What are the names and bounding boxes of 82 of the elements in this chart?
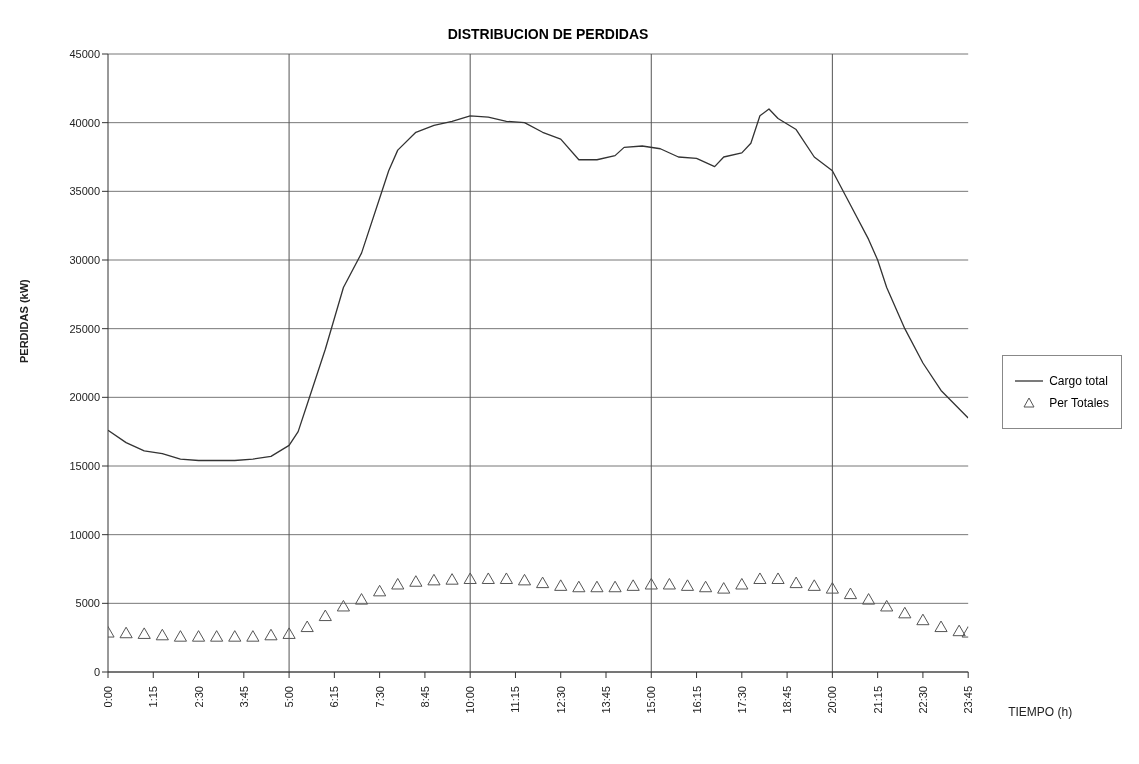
x-tick-label: 0:00 <box>102 686 114 708</box>
point <box>155 628 169 641</box>
point <box>282 627 296 639</box>
x-tick-label: 11:15 <box>509 686 522 713</box>
point <box>590 580 604 593</box>
point <box>753 572 767 584</box>
y-tick-label: 5000 <box>75 597 100 610</box>
point <box>499 572 513 584</box>
point <box>517 573 532 586</box>
point <box>644 577 658 590</box>
point <box>608 580 622 593</box>
x-tick-label: 13:45 <box>600 686 612 714</box>
x-axis-title: TIEMPO (h) <box>1008 705 1073 720</box>
y-tick-label: 0 <box>93 666 100 678</box>
x-tick-label: 10:00 <box>464 686 477 714</box>
point <box>843 587 858 600</box>
x-tick-label: 23:45 <box>962 686 975 714</box>
x-tick-label: 22:30 <box>916 686 929 714</box>
x-tick-label: 15:00 <box>645 686 658 714</box>
point <box>137 627 151 639</box>
point <box>300 620 314 633</box>
point <box>572 580 586 593</box>
x-tick-label: 2:30 <box>192 686 205 708</box>
point <box>228 630 242 642</box>
y-tick-label: 40000 <box>69 116 100 129</box>
point <box>173 630 188 642</box>
point <box>862 593 876 605</box>
y-tick-label: 10000 <box>69 528 100 541</box>
x-tick-label: 20:00 <box>826 686 839 714</box>
point <box>481 572 495 584</box>
point <box>699 580 713 593</box>
point <box>934 620 948 633</box>
point <box>825 582 839 594</box>
x-tick-label: 8:45 <box>418 686 431 708</box>
y-tick-label: 35000 <box>69 185 100 198</box>
point <box>626 579 640 591</box>
point <box>680 579 695 591</box>
y-axis-title: PERDIDAS (kW) <box>17 278 30 363</box>
point <box>336 599 350 612</box>
point <box>246 630 260 642</box>
point <box>717 582 731 594</box>
x-tick-label: 18:45 <box>781 686 794 714</box>
point <box>952 624 966 637</box>
point <box>210 630 224 642</box>
chart-title: DISTRIBUCION DE PERDIDAS <box>446 26 650 42</box>
point <box>898 606 912 619</box>
legend-label: Cargo total <box>1049 374 1108 388</box>
point <box>264 628 278 641</box>
point <box>391 577 405 590</box>
point <box>807 579 821 591</box>
x-tick-label: 5:00 <box>283 686 296 708</box>
point <box>735 577 749 590</box>
point <box>191 630 206 642</box>
x-tick-label: 16:15 <box>690 686 703 714</box>
x-tick-label: 7:30 <box>373 686 386 708</box>
y-tick-label: 30000 <box>69 254 100 266</box>
x-tick-label: 6:15 <box>328 686 341 708</box>
y-tick-label: 20000 <box>69 391 100 404</box>
y-tick-label: 25000 <box>69 322 100 335</box>
point <box>536 576 550 589</box>
x-tick-label: 17:30 <box>735 686 748 714</box>
y-tick-label: 45000 <box>69 48 100 60</box>
x-tick-label: 1:15 <box>147 686 160 708</box>
point <box>373 584 387 597</box>
y-tick-label: 15000 <box>69 460 100 472</box>
x-tick-label: 21:15 <box>871 686 884 714</box>
point <box>409 575 423 587</box>
point <box>771 572 785 584</box>
point <box>427 573 441 586</box>
point <box>354 593 369 605</box>
point <box>463 572 477 584</box>
point <box>662 577 676 590</box>
point <box>789 576 803 589</box>
point <box>916 613 930 626</box>
point <box>554 579 568 591</box>
x-tick-label: 3:45 <box>237 686 250 708</box>
legend-label: Per Totales <box>1049 396 1109 410</box>
point <box>318 609 332 622</box>
point <box>880 599 894 612</box>
x-tick-label: 12:30 <box>554 686 567 714</box>
point <box>119 626 133 639</box>
point <box>445 573 459 585</box>
